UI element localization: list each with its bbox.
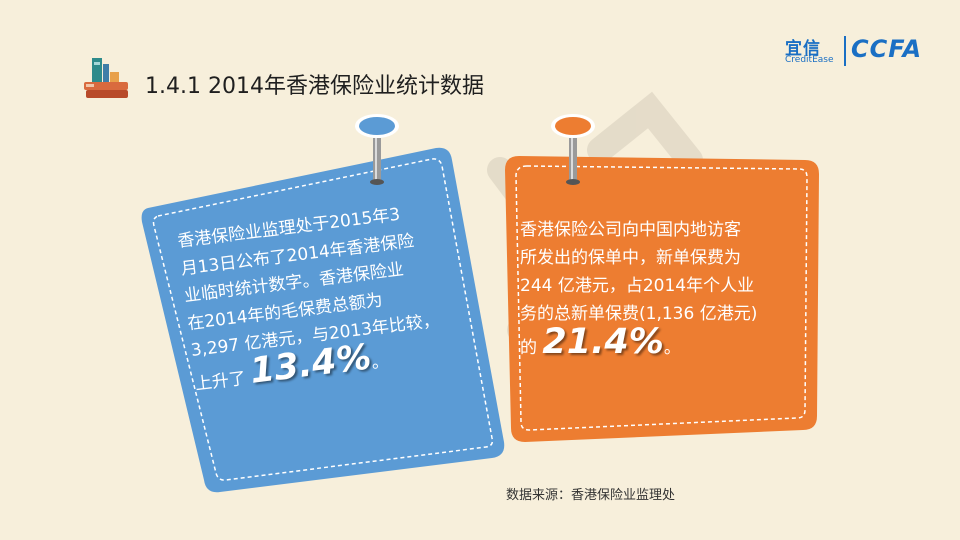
brand-logo: 宜信 CreditEase CCFA — [785, 34, 935, 68]
info-card-orange: 香港保险公司向中国内地访客 所发出的保单中，新单保费为 244 亿港元，占201… — [505, 112, 823, 447]
highlight-percent: 21.4% — [542, 322, 664, 362]
text-prefix: 的 — [520, 338, 537, 358]
logo-ccfa: CCFA — [851, 35, 923, 63]
card-shape-orange — [505, 114, 819, 442]
data-source: 数据来源：香港保险业监理处 — [506, 488, 676, 503]
books-icon — [84, 58, 128, 98]
card-text-orange: 香港保险公司向中国内地访客 所发出的保单中，新单保费为 244 亿港元，占201… — [520, 216, 820, 362]
logo-en: CreditEase — [785, 55, 834, 65]
text-suffix: 。 — [663, 338, 681, 358]
text-prefix: 上升了 — [193, 368, 247, 395]
logo-divider — [844, 36, 846, 66]
text-line: 务的总新单保费(1,136 亿港元) — [520, 304, 758, 324]
card-shape-blue — [141, 114, 505, 493]
info-card-blue: 香港保险业监理处于2015年3 月13日公布了2014年香港保险 业临时统计数字… — [140, 112, 510, 504]
logo-cn: 宜信 — [785, 39, 821, 59]
page-title: 1.4.1 2014年香港保险业统计数据 — [145, 74, 484, 99]
text-suffix: 。 — [370, 350, 390, 373]
text-line: 香港保险公司向中国内地访客 — [520, 220, 741, 240]
text-line: 244 亿港元，占2014年个人业 — [520, 276, 755, 296]
text-line-last: 的 21.4%。 — [520, 325, 820, 362]
text-line: 所发出的保单中，新单保费为 — [520, 248, 741, 268]
